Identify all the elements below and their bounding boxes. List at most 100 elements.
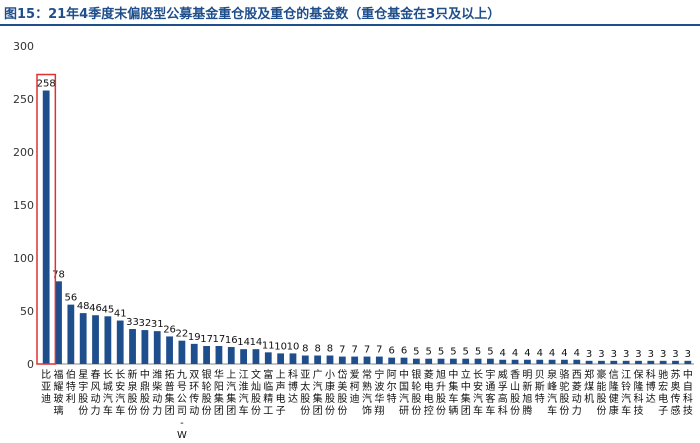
category-label: 长安汽车 [115, 369, 125, 417]
category-label: 阿尔特 [387, 369, 397, 405]
figure-title-bar: 图15：21年4季度末偏股型公募基金重仓股及重仓的基金数（重仓基金在3只及以上） [0, 0, 700, 26]
category-label: 银轮股份 [411, 368, 421, 417]
bar [659, 360, 667, 364]
data-label: 7 [339, 345, 345, 356]
data-label: 11 [262, 340, 275, 351]
category-label: 明新旭腾 [522, 369, 532, 417]
bar-chart: 050100150200250300258比亚迪78福耀玻璃56伯特利48星宇股… [13, 40, 694, 443]
data-label: 5 [487, 347, 493, 358]
bar [55, 281, 62, 364]
bar [104, 316, 112, 364]
data-label: 32 [139, 318, 152, 329]
category-label: 岱美股份 [337, 368, 347, 417]
figure-title: 图15：21年4季度末偏股型公募基金重仓股及重仓的基金数（重仓基金在3只及以上） [4, 6, 501, 22]
data-label: 5 [438, 347, 444, 358]
data-label: 3 [660, 349, 666, 360]
category-label: 新泉股份 [128, 368, 138, 417]
data-label: 4 [500, 348, 506, 359]
category-label: 郑煤机 [584, 368, 594, 405]
category-label: 科博达 [646, 368, 656, 405]
bar [166, 336, 173, 364]
data-label: 10 [287, 341, 300, 352]
data-label: 6 [388, 346, 394, 357]
data-label: 4 [537, 348, 543, 359]
category-label: 中集车辆 [448, 368, 458, 417]
y-tick-label: 300 [13, 40, 34, 53]
data-label: 10 [274, 341, 287, 352]
bar [351, 356, 359, 364]
category-label: 中鼎股份 [140, 368, 150, 417]
category-label: 香山股份 [510, 369, 520, 417]
category-label: 信隆健康 [609, 369, 619, 417]
bar [67, 304, 75, 364]
bar [548, 359, 556, 364]
category-label: 中国汽研 [399, 368, 409, 417]
data-label: 4 [512, 348, 518, 359]
bar [499, 359, 507, 364]
data-label: 5 [426, 347, 432, 358]
data-label: 4 [549, 348, 555, 359]
data-label: 4 [524, 348, 530, 359]
data-label: 6 [401, 346, 407, 357]
bar [129, 329, 136, 364]
category-label: 泉峰汽车 [547, 368, 557, 417]
bar [79, 313, 87, 364]
data-label: 8 [302, 344, 308, 355]
category-label: 比亚迪 [41, 369, 51, 405]
y-tick-label: 50 [20, 305, 34, 318]
category-label: 拓普集团 [165, 369, 175, 417]
data-label: 3 [586, 349, 592, 360]
bar [598, 360, 605, 364]
bar [635, 360, 642, 364]
category-label: 九号公司-WD [177, 369, 187, 443]
bar [561, 359, 568, 364]
data-label: 17 [200, 334, 213, 345]
bar [153, 331, 161, 364]
y-tick-label: 100 [13, 252, 34, 265]
bar [203, 345, 210, 364]
highlight-box [36, 73, 57, 365]
data-label: 14 [237, 337, 250, 348]
bar [585, 360, 593, 364]
category-label: 保隆科技 [633, 368, 643, 417]
data-label: 48 [77, 301, 90, 312]
category-label: 威孚高科 [498, 368, 508, 417]
bar [524, 359, 531, 364]
data-label: 8 [327, 344, 333, 355]
data-label: 5 [450, 347, 456, 358]
data-label: 3 [672, 349, 678, 360]
data-label: 41 [114, 309, 127, 320]
category-label: 旭升股份 [436, 369, 446, 417]
bar [412, 358, 420, 364]
y-tick-label: 250 [13, 93, 34, 106]
category-label: 潍柴动力 [152, 369, 162, 417]
bar [277, 353, 285, 364]
category-label: 长城汽车 [103, 369, 113, 417]
data-label: 19 [188, 332, 201, 343]
data-label: 3 [648, 349, 654, 360]
category-label: 西菱动力 [572, 370, 582, 417]
bar [252, 349, 260, 364]
data-label: 4 [561, 348, 567, 359]
data-label: 7 [364, 345, 370, 356]
category-label: 双环传动 [189, 369, 199, 417]
bar [215, 345, 223, 364]
data-label: 26 [163, 324, 176, 335]
data-label: 56 [64, 293, 77, 304]
data-label: 14 [250, 337, 263, 348]
bar [622, 360, 630, 364]
bar [338, 356, 346, 364]
data-label: 5 [413, 347, 419, 358]
category-label: 常熟汽饰 [362, 368, 372, 417]
bar [684, 360, 692, 364]
bar [672, 360, 679, 364]
category-label: 爱柯迪 [350, 368, 360, 405]
data-label: 5 [475, 347, 481, 358]
category-label: 文灿股份 [251, 368, 261, 417]
bar [647, 360, 655, 364]
bar [326, 355, 334, 364]
bar [388, 357, 396, 364]
data-label: 258 [37, 79, 56, 90]
data-label: 8 [314, 344, 320, 355]
data-label: 7 [376, 345, 382, 356]
